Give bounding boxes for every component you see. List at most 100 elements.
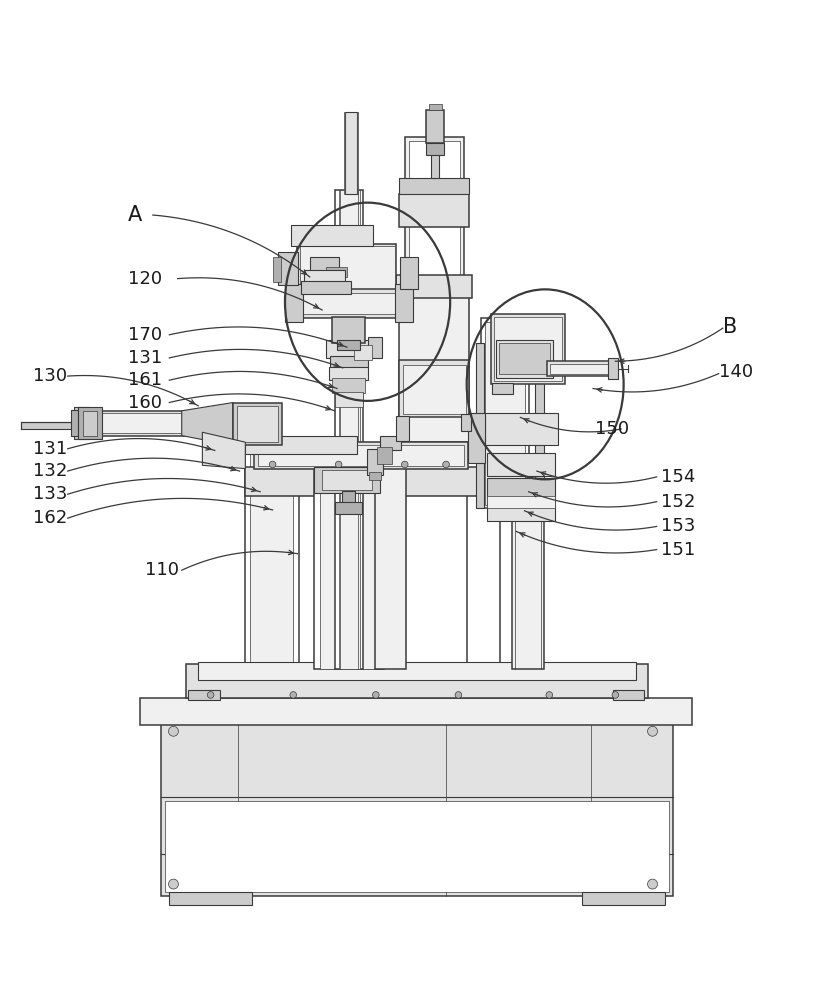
- Bar: [83, 411, 97, 436]
- Bar: [245, 467, 500, 496]
- Bar: [357, 112, 358, 194]
- Bar: [399, 360, 469, 417]
- Text: 110: 110: [145, 561, 178, 579]
- Bar: [291, 225, 373, 246]
- Bar: [233, 403, 282, 445]
- Text: 152: 152: [661, 493, 695, 511]
- Bar: [300, 246, 395, 289]
- Bar: [426, 110, 444, 143]
- Bar: [304, 270, 345, 284]
- Bar: [395, 284, 413, 322]
- Bar: [293, 289, 401, 318]
- Bar: [161, 706, 673, 896]
- Text: 153: 153: [661, 517, 695, 535]
- Circle shape: [546, 692, 553, 698]
- Bar: [339, 190, 360, 669]
- Bar: [169, 892, 252, 905]
- Bar: [487, 453, 555, 476]
- Circle shape: [169, 726, 178, 736]
- Text: 120: 120: [128, 270, 162, 288]
- Bar: [186, 664, 648, 698]
- Text: 131: 131: [33, 440, 67, 458]
- Polygon shape: [182, 403, 233, 445]
- Bar: [487, 496, 555, 508]
- Bar: [82, 413, 249, 433]
- Text: 160: 160: [128, 394, 162, 412]
- Bar: [326, 267, 347, 277]
- Text: 133: 133: [33, 485, 68, 503]
- Bar: [71, 410, 78, 436]
- Bar: [375, 463, 406, 669]
- Bar: [322, 470, 372, 490]
- Bar: [496, 340, 553, 378]
- Text: 131: 131: [128, 349, 162, 367]
- Bar: [78, 407, 102, 439]
- Bar: [608, 358, 618, 379]
- Text: 132: 132: [33, 462, 68, 480]
- Bar: [461, 414, 471, 431]
- Bar: [335, 190, 363, 669]
- Bar: [258, 445, 464, 466]
- Bar: [188, 690, 220, 700]
- Text: B: B: [723, 317, 737, 337]
- Bar: [485, 413, 558, 445]
- Text: 140: 140: [719, 363, 752, 381]
- Bar: [278, 252, 298, 285]
- Bar: [377, 447, 392, 464]
- Circle shape: [290, 692, 297, 698]
- Bar: [429, 104, 442, 110]
- Bar: [399, 194, 469, 227]
- Bar: [396, 275, 472, 298]
- Bar: [481, 318, 529, 508]
- Bar: [487, 478, 555, 499]
- Circle shape: [169, 879, 178, 889]
- Bar: [409, 141, 460, 438]
- Text: 130: 130: [33, 367, 67, 385]
- Bar: [487, 500, 555, 521]
- Bar: [273, 257, 281, 282]
- Bar: [21, 422, 80, 429]
- Text: 154: 154: [661, 468, 695, 486]
- Bar: [491, 314, 565, 384]
- Circle shape: [335, 461, 342, 468]
- Bar: [285, 284, 303, 322]
- Bar: [297, 294, 396, 314]
- Bar: [354, 345, 372, 360]
- Bar: [140, 698, 692, 725]
- Bar: [329, 367, 368, 380]
- Bar: [467, 490, 500, 664]
- Bar: [613, 690, 644, 700]
- Bar: [245, 441, 299, 664]
- Bar: [332, 378, 365, 393]
- Bar: [369, 472, 381, 480]
- Bar: [485, 322, 525, 505]
- Bar: [314, 455, 384, 669]
- Bar: [400, 257, 418, 289]
- Text: 170: 170: [128, 326, 162, 344]
- Bar: [301, 281, 351, 294]
- Bar: [403, 365, 466, 414]
- Bar: [512, 504, 544, 669]
- Bar: [320, 455, 379, 669]
- Bar: [345, 112, 357, 194]
- Bar: [332, 317, 365, 343]
- Circle shape: [401, 461, 408, 468]
- Bar: [368, 337, 382, 358]
- Bar: [550, 364, 608, 374]
- Bar: [337, 340, 360, 350]
- Text: A: A: [128, 205, 142, 225]
- Bar: [335, 392, 363, 407]
- Bar: [254, 442, 468, 469]
- Text: 161: 161: [128, 371, 162, 389]
- Circle shape: [612, 692, 619, 698]
- Bar: [335, 502, 362, 514]
- Bar: [476, 343, 484, 508]
- Bar: [78, 411, 252, 436]
- Bar: [314, 467, 380, 493]
- Circle shape: [648, 879, 657, 889]
- Text: 151: 151: [661, 541, 695, 559]
- Bar: [494, 317, 562, 381]
- Bar: [330, 356, 368, 368]
- Circle shape: [648, 726, 657, 736]
- Circle shape: [373, 692, 379, 698]
